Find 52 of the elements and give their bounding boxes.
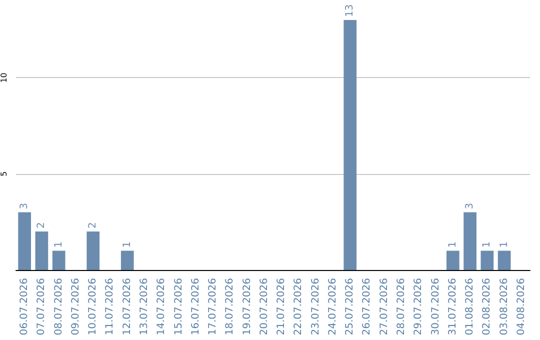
x-tick-label: 30.07.2026 bbox=[430, 278, 442, 336]
x-tick-label: 04.08.2026 bbox=[516, 278, 527, 336]
bar bbox=[480, 250, 494, 270]
x-tick-label: 07.07.2026 bbox=[36, 278, 48, 336]
bar bbox=[120, 250, 134, 270]
x-tick-label: 18.07.2026 bbox=[224, 278, 236, 336]
x-tick-label: 20.07.2026 bbox=[258, 278, 270, 336]
x-tick-label: 31.07.2026 bbox=[447, 278, 458, 336]
x-tick-label: 01.08.2026 bbox=[464, 278, 476, 336]
x-tick-label: 26.07.2026 bbox=[362, 278, 373, 336]
data-label: 1 bbox=[482, 241, 493, 248]
bar bbox=[464, 212, 476, 270]
x-tick-label: 25.07.2026 bbox=[344, 278, 356, 336]
y-tick-label: 10 bbox=[0, 72, 8, 83]
data-label: 2 bbox=[88, 222, 99, 229]
data-label: 3 bbox=[464, 202, 476, 210]
data-label: 1 bbox=[447, 241, 458, 248]
bar bbox=[446, 250, 460, 270]
y-tick-label: 5 bbox=[0, 171, 8, 176]
x-tick-label: 12.07.2026 bbox=[122, 278, 133, 336]
x-tick-label: 06.07.2026 bbox=[19, 278, 30, 336]
data-label: 3 bbox=[19, 202, 30, 210]
x-tick-label: 09.07.2026 bbox=[70, 278, 82, 336]
data-label: 13 bbox=[344, 4, 356, 17]
x-tick-label: 27.07.2026 bbox=[378, 278, 390, 336]
bar bbox=[35, 232, 48, 270]
bar bbox=[52, 250, 66, 270]
x-tick-label: 10.07.2026 bbox=[88, 278, 99, 336]
x-tick-label: 11.07.2026 bbox=[104, 278, 116, 336]
x-tick-label: 03.08.2026 bbox=[498, 278, 510, 336]
x-tick-label: 22.07.2026 bbox=[293, 278, 304, 336]
x-tick-label: 14.07.2026 bbox=[156, 278, 168, 336]
bar bbox=[86, 232, 100, 270]
data-label: 1 bbox=[122, 241, 133, 248]
x-tick-label: 21.07.2026 bbox=[276, 278, 288, 336]
x-tick-label: 15.07.2026 bbox=[173, 278, 184, 336]
bar bbox=[498, 250, 511, 270]
data-label: 1 bbox=[53, 241, 64, 248]
x-tick-label: 08.07.2026 bbox=[53, 278, 64, 336]
x-tick-label: 16.07.2026 bbox=[190, 278, 202, 336]
x-tick-label: 29.07.2026 bbox=[413, 278, 424, 336]
x-tick-label: 13.07.2026 bbox=[139, 278, 150, 336]
x-tick-label: 19.07.2026 bbox=[242, 278, 253, 336]
bar bbox=[344, 20, 357, 270]
x-tick-label: 23.07.2026 bbox=[310, 278, 322, 336]
x-tick-label: 28.07.2026 bbox=[396, 278, 407, 336]
data-label: 1 bbox=[498, 241, 510, 248]
x-tick-label: 02.08.2026 bbox=[482, 278, 493, 336]
x-tick-label: 24.07.2026 bbox=[327, 278, 338, 336]
x-tick-label: 17.07.2026 bbox=[208, 278, 219, 336]
data-label: 2 bbox=[36, 222, 48, 229]
bar bbox=[18, 212, 31, 270]
